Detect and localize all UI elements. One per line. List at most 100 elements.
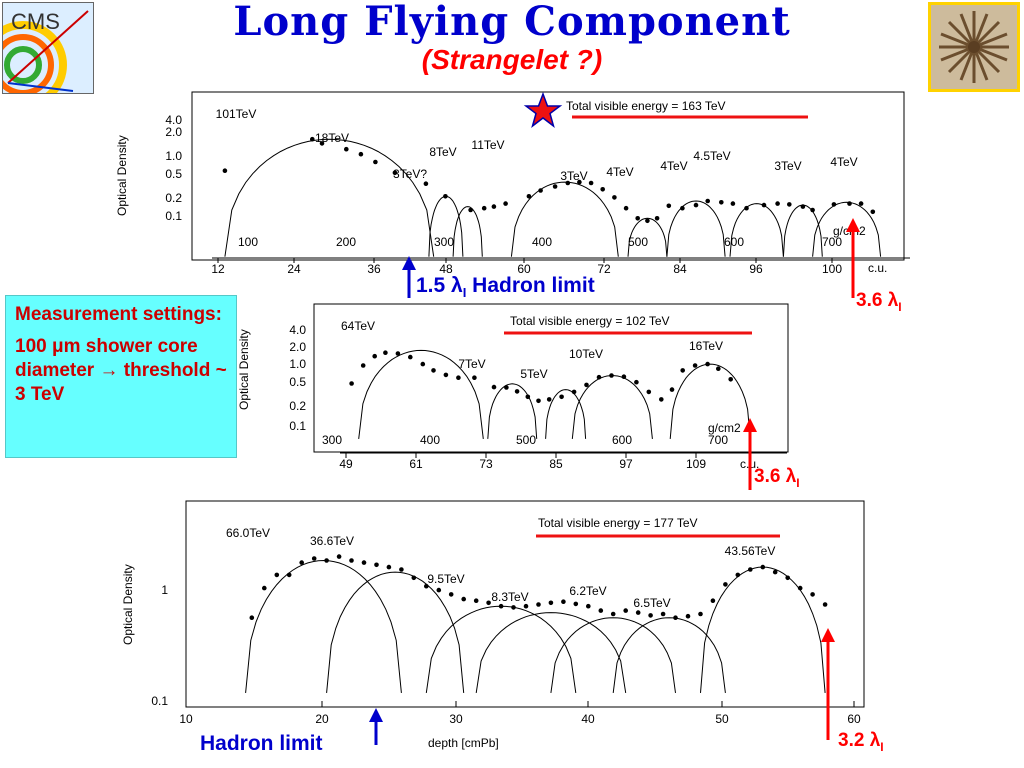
chart-3-energy-labels: 66.0TeV 36.6TeV 9.5TeV 8.3TeV 6.2TeV 6.5TeV 43… [226,526,775,610]
x2-tick-label: 61 [409,457,423,471]
data-point [710,598,716,603]
chart-1-x-ticks: 100 200 300 400 500 600 700 [238,235,842,249]
chart-3-y-ticks: 10.1 [151,583,168,708]
shower-curve [358,349,484,439]
data-point [822,602,828,607]
data-point [586,603,591,609]
chart-2-points [349,350,733,404]
chart-3: 10.1 10 20 30 40 50 60 66.0TeV36.6TeV9.5TeV8.… [121,500,865,750]
x-tick-label: 50 [715,712,729,726]
chart-3-points [249,554,828,620]
y-tick-label: 0.5 [289,375,306,389]
data-point [610,611,616,617]
data-point [336,554,342,559]
data-point [548,600,554,606]
data-point [511,605,516,610]
data-point [373,159,378,165]
x-tick-label: 300 [322,433,342,447]
data-point [249,615,255,620]
energy-label: 4TeV [606,165,633,179]
data-point [680,205,685,211]
chart-2-frame [313,303,789,453]
data-point [386,564,392,570]
data-point [659,397,664,402]
energy-label: 6.5TeV [633,596,670,610]
energy-label: 11TeV [471,138,504,152]
chart-1-annotation: Total visible energy = 163 TeV [566,99,726,113]
data-point [514,389,520,394]
data-point [525,394,531,400]
data-point [448,592,454,597]
data-point [349,558,354,563]
x-tick-label: 100 [238,235,258,249]
data-point [536,602,541,607]
y-tick-label: 0.1 [151,694,168,708]
data-point [443,372,449,378]
data-point [584,382,589,388]
x2-tick-label: 48 [439,262,453,276]
data-point [311,556,317,561]
star-emblem-image [928,2,1020,92]
shower-curve [666,200,726,257]
x-tick-label: 500 [628,235,648,249]
red-star-icon [523,91,563,128]
data-point [395,351,401,356]
data-point [392,170,398,176]
energy-label: 64TeV [341,319,375,333]
chart-3-xlabel: depth [cmPb] [428,736,499,750]
energy-label: 18TeV [315,131,349,145]
energy-label: 8.3TeV [491,590,528,604]
chart-1-ylabel: Optical Density [115,135,129,216]
data-point [635,216,640,221]
data-point [654,216,660,221]
x-tick-label: 10 [179,712,193,726]
chart-2-annotation: Total visible energy = 102 TeV [510,314,670,328]
energy-label: 3TeV? [393,167,427,181]
data-point [431,368,436,373]
y-tick-label: 0.1 [165,209,182,223]
x-tick-label: 20 [315,712,329,726]
energy-label: 43.56TeV [725,544,776,558]
y-tick-label: 1 [161,583,168,597]
shower-curve [475,612,627,693]
x2-tick-label: 73 [479,457,493,471]
data-point [538,188,543,193]
data-point [222,168,228,173]
page-subtitle: (Strangelet ?) [421,44,603,75]
data-point [728,377,733,382]
shower-curve [729,203,784,257]
x2-tick-label: 84 [673,262,687,276]
data-point [621,374,627,379]
y-tick-label: 1.0 [165,149,182,163]
x-tick-label: 600 [612,433,632,447]
data-point [847,201,852,206]
data-point [358,151,364,157]
data-point [486,600,491,606]
data-point [286,572,292,578]
chart-2-energy-labels: 64TeV 7TeV 5TeV 10TeV 16TeV [341,319,723,381]
chart-2-x-unit: g/cm2 [708,421,741,435]
data-point [698,611,703,617]
data-point [559,394,564,400]
hadron-limit-label-1: 1.5 λI Hadron limit [416,274,595,301]
x2-tick-label: 49 [339,457,353,471]
data-point [761,202,767,208]
data-point [552,184,558,189]
data-point [596,374,602,380]
y-tick-label: 0.2 [289,399,306,413]
energy-label: 36.6TeV [310,534,354,548]
energy-label: 9.5TeV [427,572,464,586]
chart-2-ylabel: Optical Density [237,329,251,410]
data-point [468,207,473,213]
energy-label: 6.2TeV [569,584,606,598]
data-point [810,592,815,597]
data-point [666,203,672,209]
data-point [787,202,792,207]
shower-curve [627,217,668,257]
x-tick-label: 700 [708,433,728,447]
x2-tick-label: 96 [749,262,763,276]
limit-label-top-right: 3.6 λI [856,290,902,314]
data-point [723,582,728,587]
chart-2-x2-ticks: 49 61 73 85 97 109 [339,452,787,471]
data-point [673,615,678,620]
